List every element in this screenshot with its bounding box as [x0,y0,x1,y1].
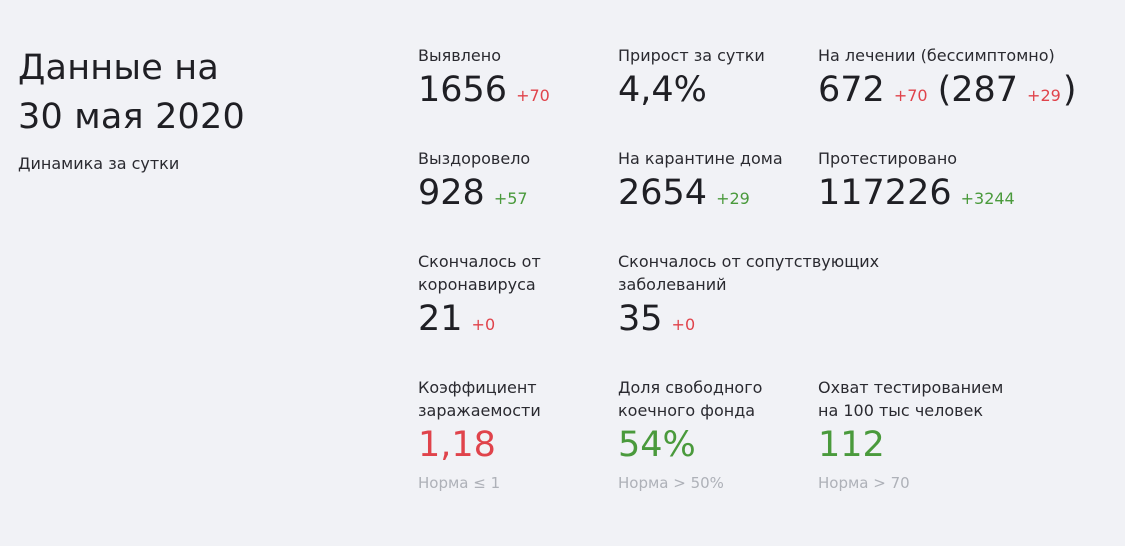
stat-label-line2: заражаемости [418,401,541,420]
stat-label: Протестировано [818,149,958,168]
stat-delta: +57 [493,189,528,208]
stat-delta: +0 [471,315,496,334]
stat-norm: Норма > 70 [818,474,910,492]
page-subtitle: Динамика за сутки [18,154,180,173]
stat-free-beds: Доля свободного коечного фонда 54% Норма… [618,376,888,493]
stat-treatment: На лечении (бессимптомно) 672 +70 ( 287 … [818,44,1118,110]
stat-norm: Норма > 50% [618,474,724,492]
stat-label-line1: Охват тестированием [818,378,1004,397]
stat-value: 1,18 [418,425,496,465]
page-title-line1: Данные на [18,48,219,88]
stat-label-line2: коечного фонда [618,401,756,420]
paren-close: ) [1062,70,1077,110]
stat-value-row: 1656 +70 [418,70,688,110]
stat-label-line1: Скончалось от сопутствующих [618,252,880,271]
stat-asymptomatic-value: 287 [951,70,1019,110]
stat-value-row: 928 +57 [418,173,688,213]
stat-value: 2654 [618,173,708,213]
page-title-line2: 30 мая 2020 [18,97,245,137]
stat-value: 21 [418,299,463,339]
stat-label: Выздоровело [418,149,531,168]
stat-label: На лечении (бессимптомно) [818,46,1055,65]
stat-label-line2: на 100 тыс человек [818,401,984,420]
stat-value-row: 54% [618,425,888,465]
stat-infection-rate: Коэффициент заражаемости 1,18 Норма ≤ 1 [418,376,688,493]
stat-value: 117226 [818,173,952,213]
stat-value-row: 2654 +29 [618,173,888,213]
stat-label-line1: Доля свободного [618,378,763,397]
stat-quarantine: На карантине дома 2654 +29 [618,147,888,213]
stat-value: 112 [818,425,885,465]
stat-value-row: 1,18 [418,425,688,465]
stat-tested: Протестировано 117226 +3244 [818,147,1118,213]
stat-label: На карантине дома [618,149,783,168]
stat-label-line1: Коэффициент [418,378,537,397]
stat-growth: Прирост за сутки 4,4% [618,44,888,110]
stat-value-row: 112 [818,425,1088,465]
stat-label: Выявлено [418,46,501,65]
page-title: Данные на 30 мая 2020 [18,44,378,142]
stat-value: 672 [818,70,885,110]
stat-label: Прирост за сутки [618,46,765,65]
stat-delta: +70 [893,86,928,105]
stat-value: 1656 [418,70,508,110]
stat-norm: Норма ≤ 1 [418,474,501,492]
stat-value: 4,4% [618,70,707,110]
stat-value-row: 672 +70 ( 287 +29 ) [818,70,1118,110]
stat-value-row: 117226 +3244 [818,173,1118,213]
stat-delta: +0 [671,315,696,334]
stat-asymptomatic-delta: +29 [1027,86,1061,105]
stat-label: Доля свободного коечного фонда [618,376,888,422]
stat-label: Охват тестированием на 100 тыс человек [818,376,1088,422]
stat-value: 54% [618,425,696,465]
paren-open: ( [937,70,952,110]
stat-died-covid: Скончалось от коронавируса 21 +0 [418,250,688,339]
stat-label: Коэффициент заражаемости [418,376,688,422]
stat-value-row: 21 +0 [418,299,688,339]
stat-testing-coverage: Охват тестированием на 100 тыс человек 1… [818,376,1088,493]
stat-label: Скончалось от сопутствующих заболеваний [618,250,918,296]
stat-died-other: Скончалось от сопутствующих заболеваний … [618,250,918,339]
stat-value: 928 [418,173,485,213]
stat-label-line2: коронавируса [418,275,536,294]
summary-header: Данные на 30 мая 2020 Динамика за сутки [18,44,378,174]
stat-delta: +70 [516,86,550,105]
stat-label-line2: заболеваний [618,275,727,294]
stat-delta: +29 [716,189,750,208]
stat-recovered: Выздоровело 928 +57 [418,147,688,213]
stat-detected: Выявлено 1656 +70 [418,44,688,110]
stat-label: Скончалось от коронавируса [418,250,688,296]
stat-delta: +3244 [960,189,1015,208]
stat-label-line1: Скончалось от [418,252,541,271]
stat-value-row: 4,4% [618,70,888,110]
stat-value-row: 35 +0 [618,299,918,339]
stat-value: 35 [618,299,663,339]
